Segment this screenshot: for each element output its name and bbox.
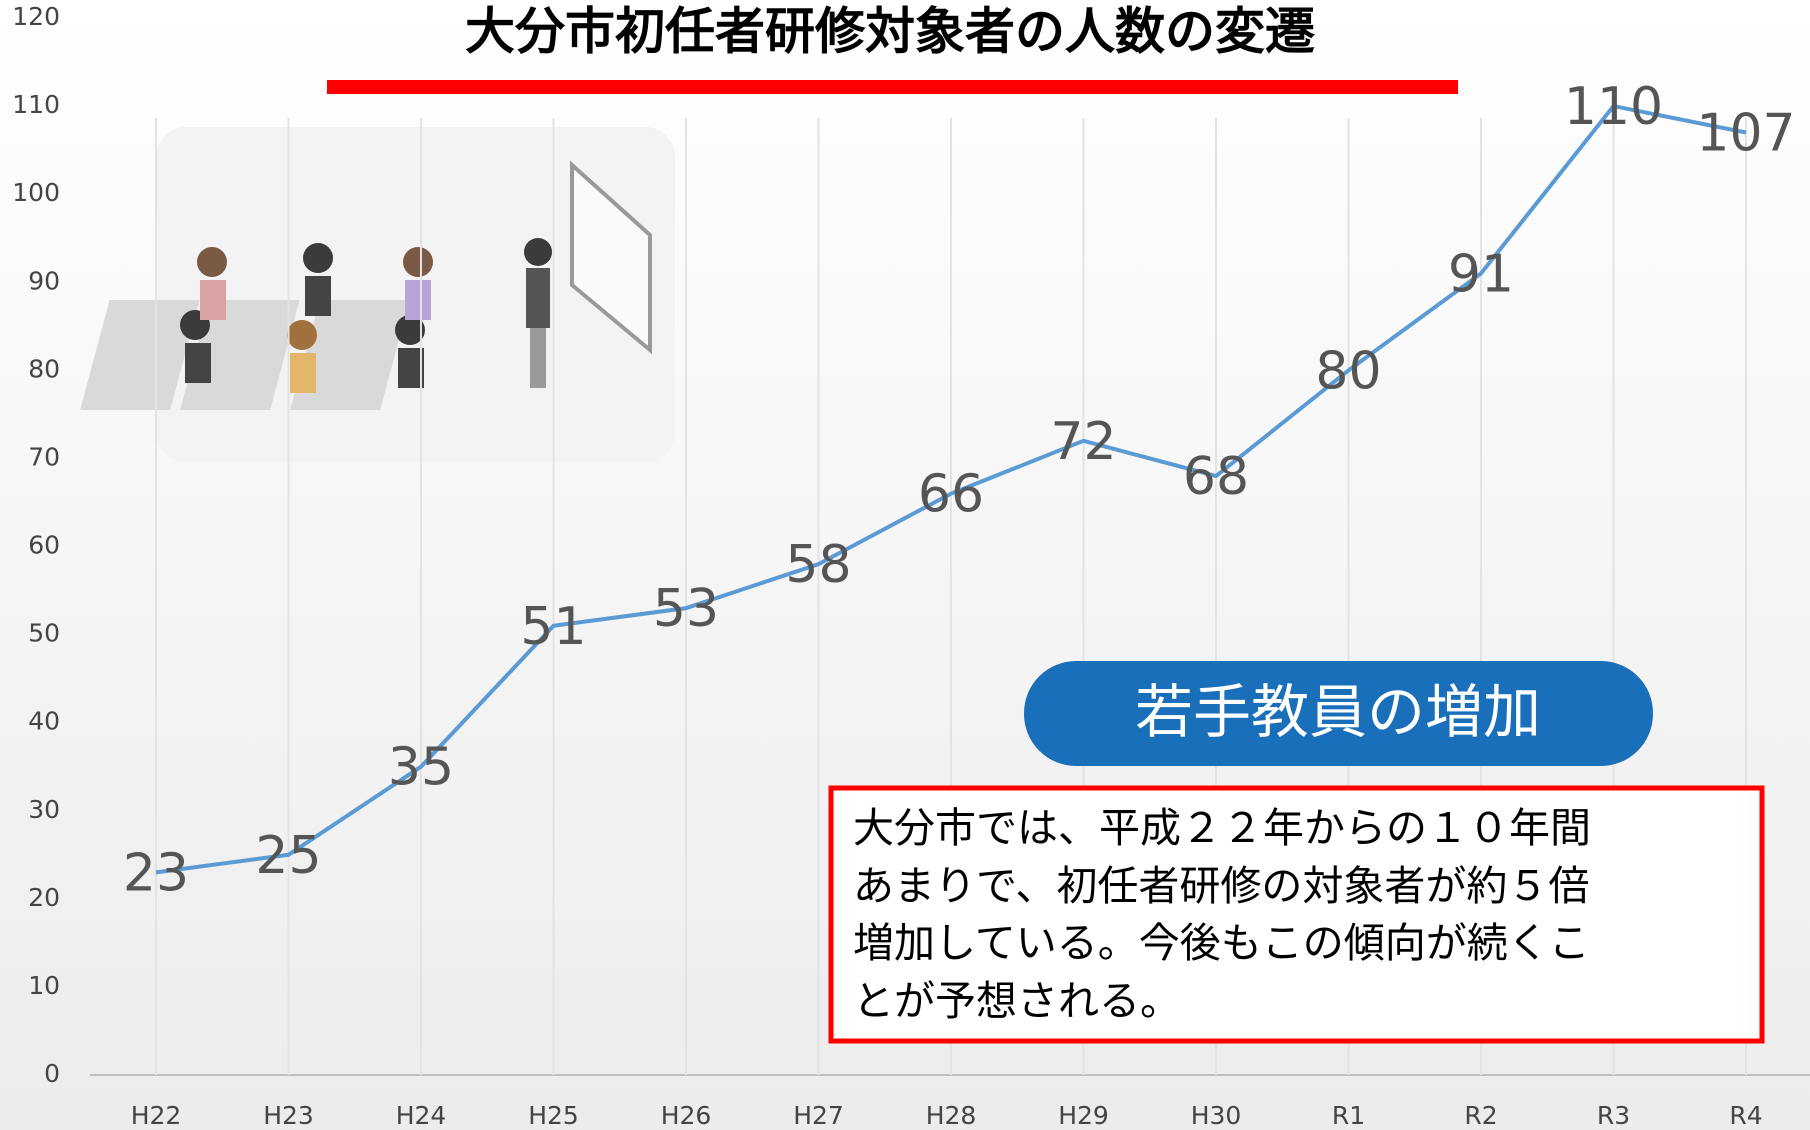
y-tick-label: 100 [12, 178, 60, 207]
y-tick-label: 70 [28, 442, 60, 471]
x-tick-label: R1 [1332, 1101, 1365, 1130]
x-tick-label: H29 [1058, 1101, 1109, 1130]
y-tick-label: 120 [12, 2, 60, 31]
data-label: 72 [1050, 412, 1116, 472]
y-tick-label: 20 [28, 883, 60, 912]
x-tick-label: R4 [1729, 1101, 1762, 1130]
y-tick-label: 80 [28, 354, 60, 383]
data-label: 25 [255, 826, 321, 886]
x-tick-label: H30 [1191, 1101, 1242, 1130]
y-tick-label: 30 [28, 795, 60, 824]
data-label: 80 [1315, 341, 1381, 401]
x-tick-label: H22 [131, 1101, 182, 1130]
x-tick-label: R3 [1597, 1101, 1630, 1130]
data-label: 53 [653, 579, 719, 639]
page: {"chart_data": {"type": "line", "title":… [0, 0, 1810, 1130]
data-label: 35 [388, 738, 454, 798]
note-line: 大分市では、平成２２年からの１０年間 [853, 804, 1591, 852]
note-line: とが予想される。 [853, 977, 1181, 1025]
x-tick-label: H24 [396, 1101, 447, 1130]
note-line: 増加している。今後もこの傾向が続くこ [853, 919, 1590, 967]
x-tick-label: H26 [661, 1101, 712, 1130]
x-tick-label: H25 [528, 1101, 579, 1130]
y-tick-label: 0 [44, 1059, 60, 1088]
y-tick-label: 50 [28, 619, 60, 648]
note-line: あまりで、初任者研修の対象者が約５倍 [853, 862, 1589, 910]
data-label: 58 [785, 535, 851, 595]
x-tick-label: H28 [926, 1101, 977, 1130]
x-tick-label: H23 [263, 1101, 314, 1130]
y-tick-label: 60 [28, 531, 60, 560]
data-label: 51 [520, 597, 586, 657]
x-tick-label: R2 [1464, 1101, 1497, 1130]
data-label: 107 [1696, 104, 1795, 164]
title-underline [327, 80, 1458, 94]
y-tick-label: 90 [28, 266, 60, 295]
data-label: 110 [1564, 77, 1663, 137]
y-tick-label: 110 [12, 90, 60, 119]
data-label: 23 [123, 843, 189, 903]
chart-title: 大分市初任者研修対象者の人数の変遷 [465, 3, 1315, 61]
x-tick-label: H27 [793, 1101, 844, 1130]
data-label: 68 [1183, 447, 1249, 507]
data-label: 66 [918, 465, 984, 525]
badge-text: 若手教員の増加 [1135, 678, 1541, 746]
data-label: 91 [1448, 244, 1514, 304]
illustration [80, 127, 675, 462]
chart: 大分市初任者研修対象者の人数の変遷 0 10 20 30 40 50 60 70 80 90 100… [0, 0, 1810, 1130]
y-tick-label: 10 [28, 971, 60, 1000]
y-tick-label: 40 [28, 707, 60, 736]
